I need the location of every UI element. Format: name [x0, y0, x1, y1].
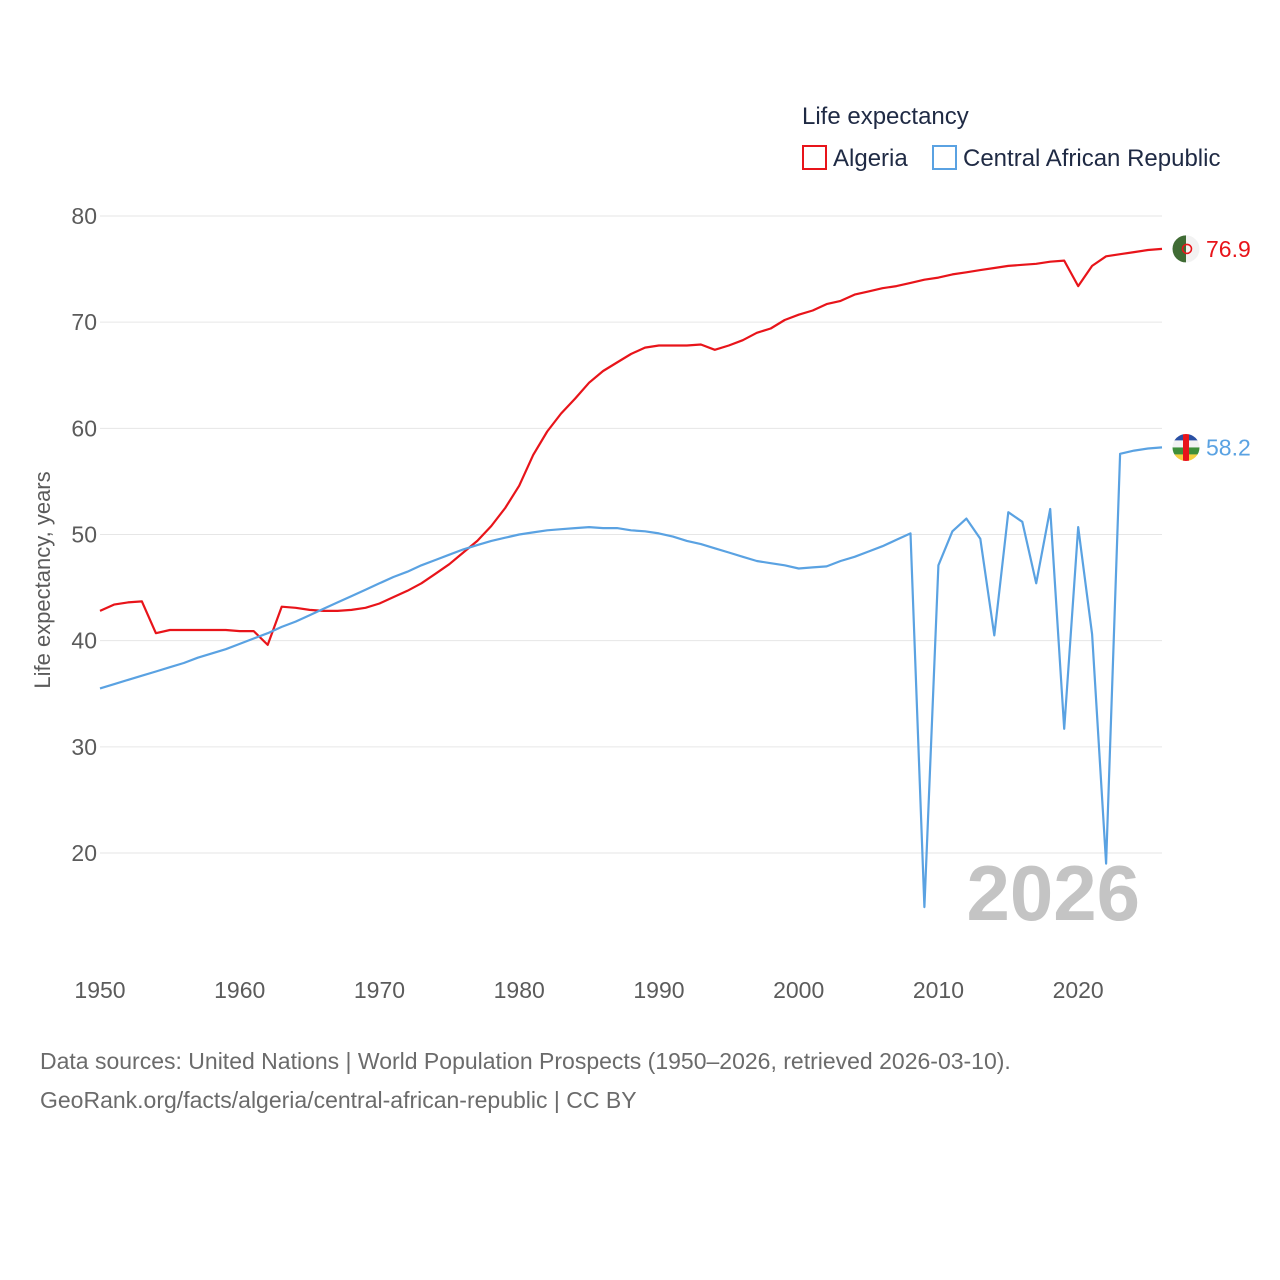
- x-tick-2010: 2010: [913, 977, 964, 1003]
- y-tick-40: 40: [71, 628, 97, 654]
- x-tick-2020: 2020: [1053, 977, 1104, 1003]
- y-tick-80: 80: [71, 203, 97, 229]
- x-tick-1980: 1980: [494, 977, 545, 1003]
- series-lines: [99, 247, 1163, 909]
- x-tick-1990: 1990: [633, 977, 684, 1003]
- end-markers: 76.9 58.2: [1171, 234, 1251, 462]
- end-label-algeria: 76.9: [1206, 236, 1251, 262]
- legend: Life expectancy Algeria Central African …: [802, 103, 1220, 172]
- x-tick-1970: 1970: [354, 977, 405, 1003]
- x-tick-labels: 1950 1960 1970 1980 1990 2000 2010 2020: [74, 977, 1103, 1003]
- legend-label-central-african-republic[interactable]: Central African Republic: [963, 145, 1220, 172]
- data-sources-footer: Data sources: United Nations | World Pop…: [40, 1042, 1011, 1120]
- year-watermark: 2026: [966, 849, 1140, 937]
- end-label-central-african-republic: 58.2: [1206, 434, 1251, 460]
- life-expectancy-chart: 20 30 40 50 60 70 80 1950 1960 1970 1980 1990 2000 2…: [30, 103, 1251, 1003]
- y-tick-20: 20: [71, 840, 97, 866]
- x-tick-1960: 1960: [214, 977, 265, 1003]
- x-tick-2000: 2000: [773, 977, 824, 1003]
- y-tick-labels: 20 30 40 50 60 70 80: [71, 203, 97, 866]
- legend-swatch-algeria[interactable]: [802, 145, 827, 170]
- y-tick-30: 30: [71, 734, 97, 760]
- y-tick-50: 50: [71, 522, 97, 548]
- series-line-central-african-republic[interactable]: [99, 446, 1163, 909]
- footer-sources-line: Data sources: United Nations | World Pop…: [40, 1048, 1011, 1074]
- y-tick-70: 70: [71, 309, 97, 335]
- y-tick-60: 60: [71, 415, 97, 441]
- x-tick-1950: 1950: [74, 977, 125, 1003]
- legend-label-algeria[interactable]: Algeria: [833, 145, 908, 172]
- legend-title: Life expectancy: [802, 103, 969, 130]
- y-axis-title: Life expectancy, years: [30, 471, 55, 688]
- legend-swatch-central-african-republic[interactable]: [932, 145, 957, 170]
- series-line-algeria[interactable]: [99, 247, 1163, 647]
- footer-attribution-line[interactable]: GeoRank.org/facts/algeria/central-africa…: [40, 1087, 637, 1113]
- flag-icon-algeria: [1171, 234, 1201, 264]
- flag-icon-central-african-republic: [1171, 432, 1201, 462]
- gridlines: [100, 215, 1162, 854]
